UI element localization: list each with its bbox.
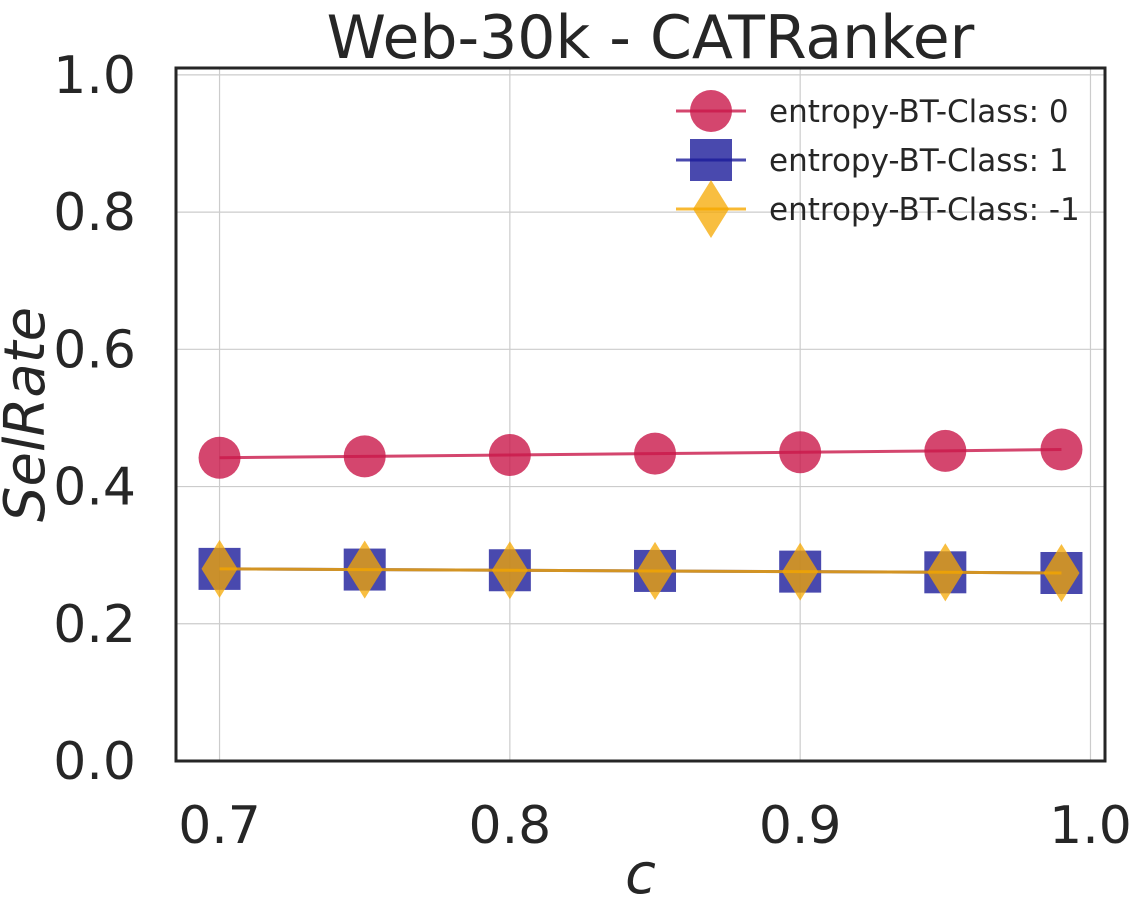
x-tick-label: 0.8 [469,796,552,856]
chart-title: Web-30k - CATRanker [327,3,975,73]
data-point [927,543,964,602]
y-tick-label: 1.0 [53,46,136,106]
data-point [924,429,967,472]
data-point [1040,428,1083,471]
data-point [343,435,386,478]
data-point [491,541,528,600]
legend-entry: entropy-BT-Class: 0 [676,90,1069,132]
legend: entropy-BT-Class: 0 entropy-BT-Class: 1 en… [676,90,1080,239]
data-point [488,433,531,476]
legend-entry: entropy-BT-Class: 1 [676,139,1069,181]
series-0 [198,428,1083,479]
legend-marker [690,90,732,132]
legend-label: entropy-BT-Class: 1 [769,143,1069,179]
plot-frame [174,66,1107,763]
y-tick-label: 0.2 [53,595,136,655]
data-point [782,542,819,601]
data-point [198,436,241,479]
data-point [201,539,238,598]
legend-marker [692,179,730,239]
x-tick-label: 0.7 [178,796,261,856]
series-layer [198,428,1083,603]
x-axis-label: c [625,842,656,907]
y-tick-label: 0.4 [53,458,136,518]
x-tick-label: 0.9 [759,796,842,856]
legend-marker [690,139,732,181]
y-tick-label: 0.8 [53,183,136,243]
data-point [779,431,822,474]
data-point [636,541,674,600]
legend-entry: entropy-BT-Class: -1 [676,179,1080,239]
y-tick-label: 0.6 [53,320,136,380]
y-axis-label: SelRate [0,307,58,522]
tick-labels: 0.7 0.8 0.9 1.0 0.0 0.2 0.4 0.6 0.8 1.0 [53,46,1132,856]
data-point [346,540,383,599]
data-point [1043,543,1080,603]
series-2 [201,539,1080,603]
data-point [634,432,677,475]
grid-lines [176,68,1105,762]
y-tick-label: 0.0 [53,732,136,792]
x-tick-label: 1.0 [1049,796,1132,856]
legend-label: entropy-BT-Class: 0 [769,94,1069,130]
legend-label: entropy-BT-Class: -1 [769,192,1080,228]
